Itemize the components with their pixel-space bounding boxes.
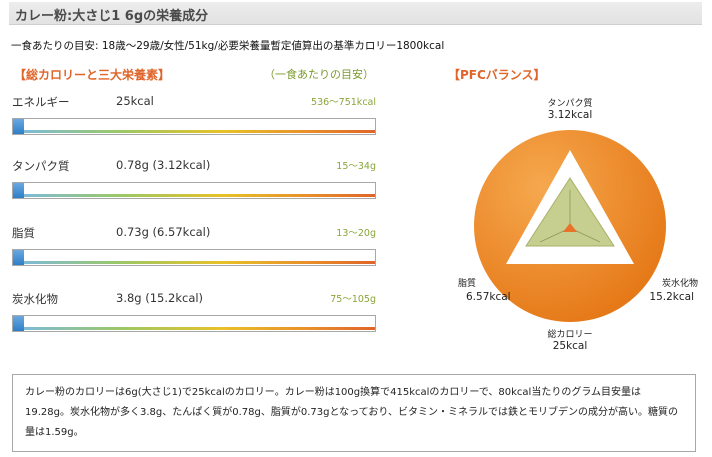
progress-fill (13, 183, 24, 198)
nutrition-summary-box: カレー粉のカロリーは6g(大さじ1)で25kcalのカロリー。カレー粉は100g… (12, 374, 696, 452)
nutrient-label: 脂質 (12, 226, 35, 240)
progress-fill (13, 250, 24, 265)
nutrient-progress-bar (12, 249, 376, 266)
progress-track (13, 261, 375, 264)
pfc-protein-label: タンパク質 (547, 97, 592, 109)
pfc-carb-value: 15.2kcal (649, 291, 694, 303)
nutrient-label: エネルギー (12, 95, 70, 109)
progress-track (13, 130, 375, 133)
pfc-fat-value: 6.57kcal (466, 291, 511, 303)
pfc-fat-label: 脂質 (458, 277, 476, 289)
pfc-total-value: 25kcal (553, 340, 588, 352)
nutrient-progress-bar (12, 315, 376, 332)
calorie-nutrients-section-title: 【総カロリーと三大栄養素】 (14, 68, 171, 82)
nutrient-row-energy: エネルギー 25kcal 536～751kcal (0, 94, 390, 154)
pfc-balance-chart: タンパク質 3.12kcal 脂質 6.57kcal 炭水化物 15.2kcal… (458, 97, 698, 352)
page-header: カレー粉:大さじ1 6gの栄養成分 (9, 2, 702, 25)
nutrient-target-range: 15～34g (336, 161, 376, 172)
nutrient-label: 炭水化物 (12, 292, 58, 306)
progress-track (13, 327, 375, 330)
nutrient-value: 3.8g (15.2kcal) (116, 291, 204, 305)
page-title: カレー粉:大さじ1 6gの栄養成分 (15, 9, 209, 24)
nutrient-target-range: 75～105g (330, 294, 376, 305)
nutrient-progress-bar (12, 182, 376, 199)
nutrient-value: 0.78g (3.12kcal) (116, 158, 211, 172)
nutrient-value: 0.73g (6.57kcal) (116, 225, 211, 239)
nutrient-row-protein: タンパク質 0.78g (3.12kcal) 15～34g (0, 158, 390, 218)
pfc-protein-value: 3.12kcal (548, 109, 593, 121)
nutrient-row-fat: 脂質 0.73g (6.57kcal) 13～20g (0, 225, 390, 285)
nutrient-target-range: 536～751kcal (311, 97, 376, 108)
pfc-carb-label: 炭水化物 (662, 277, 698, 289)
nutrient-progress-bar (12, 118, 376, 135)
pfc-total-label: 総カロリー (547, 328, 592, 340)
daily-target-description: 一食あたりの目安: 18歳～29歳/女性/51kg/必要栄養量暫定値算出の基準カ… (11, 40, 445, 52)
nutrient-row-carbohydrate: 炭水化物 3.8g (15.2kcal) 75～105g (0, 291, 390, 351)
nutrient-value: 25kcal (116, 94, 154, 108)
progress-track (13, 194, 375, 197)
pfc-balance-section-title: 【PFCバランス】 (448, 68, 546, 82)
nutrient-label: タンパク質 (12, 159, 70, 173)
pfc-ratio-marker (563, 223, 577, 232)
progress-fill (13, 119, 24, 134)
per-meal-target-header: （一食あたりの目安） (264, 68, 374, 81)
progress-fill (13, 316, 24, 331)
nutrient-target-range: 13～20g (336, 228, 376, 239)
